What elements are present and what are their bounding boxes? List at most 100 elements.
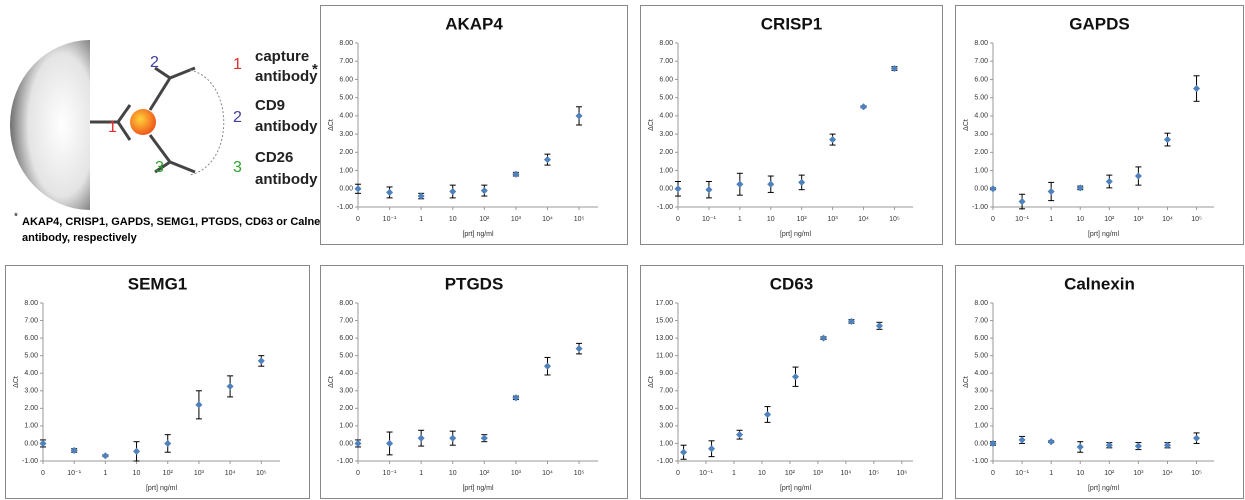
point [480, 434, 488, 442]
y-tick-label: 15.00 [655, 317, 673, 324]
y-tick-label: 7.00 [974, 317, 988, 324]
antibody-number: 2 [150, 54, 159, 71]
y-axis-label: ΔCt [648, 119, 655, 131]
x-tick-label: 10⁵ [574, 470, 585, 477]
y-tick-label: 4.00 [24, 370, 38, 377]
x-tick-label: 0 [356, 470, 360, 477]
y-tick-label: 3.00 [659, 131, 673, 138]
legend-number: 3 [233, 159, 242, 176]
y-axis-label: ΔCt [328, 119, 335, 131]
x-tick-label: 10³ [1133, 216, 1144, 223]
point [543, 156, 552, 164]
x-tick-label: 10⁻¹ [702, 216, 716, 223]
y-tick-label: 6.00 [339, 76, 353, 83]
chart-panel: CRISP1 -1.00 0.00 1.00 2.00 3.00 4.00 5.00 6.00 7… [640, 5, 943, 245]
x-tick-label: 10⁴ [840, 470, 851, 477]
x-axis-label: [prt] ng/ml [462, 231, 494, 238]
y-tick-label: 5.00 [659, 405, 673, 412]
x-tick-label: 1 [732, 470, 736, 477]
point [1018, 197, 1026, 206]
point [417, 434, 425, 442]
panel-frame [640, 5, 943, 245]
y-axis-label: ΔCt [648, 376, 655, 388]
chart-panel: AKAP4 -1.00 0.00 1.00 2.00 3.00 4.00 5.00 6.00 7.… [320, 5, 628, 245]
y-tick-label: 13.00 [655, 335, 673, 342]
y-tick-label: 8.00 [24, 300, 38, 307]
y-tick-label: -1.00 [337, 458, 353, 465]
y-axis-label: ΔCt [963, 119, 970, 131]
point [989, 185, 997, 193]
point [736, 431, 744, 439]
y-tick-label: 1.00 [659, 440, 673, 447]
point [890, 64, 898, 73]
chart-title: SEMG1 [128, 274, 188, 293]
x-tick-label: 0 [356, 216, 360, 223]
legend-text: CD9 [255, 97, 285, 114]
x-tick-label: 10² [785, 470, 796, 477]
diagram: 1 2 3 1 capture antibody * 2 CD9 antibod… [10, 40, 336, 244]
x-tick-label: 10⁵ [868, 470, 879, 477]
x-tick-label: 10⁴ [1162, 216, 1173, 223]
point [354, 185, 362, 193]
x-tick-label: 10⁻¹ [1015, 216, 1029, 223]
y-tick-label: 3.00 [974, 388, 988, 395]
point [575, 112, 583, 120]
y-tick-label: 1.00 [339, 167, 353, 174]
y-tick-label: 4.00 [339, 113, 353, 120]
x-tick-label: 10⁴ [225, 470, 236, 477]
y-tick-label: 0.00 [339, 186, 353, 193]
y-tick-label: 0.00 [974, 186, 988, 193]
y-tick-label: 8.00 [974, 300, 988, 307]
point [386, 439, 394, 447]
x-tick-label: 10² [1104, 470, 1115, 477]
y-tick-label: 5.00 [339, 95, 353, 102]
legend-text: antibody [255, 171, 318, 188]
legend-text: CD26 [255, 149, 293, 166]
y-tick-label: 5.00 [659, 95, 673, 102]
x-tick-label: 10 [133, 470, 141, 477]
asterisk: * [312, 61, 318, 78]
y-tick-label: 7.00 [339, 58, 353, 65]
x-axis-label: [prt] ng/ml [146, 485, 178, 492]
point [674, 185, 682, 193]
y-tick-label: 17.00 [655, 300, 673, 307]
x-tick-label: 10⁴ [858, 216, 869, 223]
y-tick-label: 0.00 [659, 186, 673, 193]
antibody-number: 3 [155, 159, 164, 176]
y-tick-label: 8.00 [974, 40, 988, 47]
y-tick-label: -1.00 [972, 204, 988, 211]
y-tick-label: 3.00 [339, 388, 353, 395]
point [543, 362, 552, 370]
y-tick-label: 7.00 [659, 58, 673, 65]
chart-panel: Calnexin -1.00 0.00 1.00 2.00 3.00 4.00 5.00 6.0… [955, 265, 1244, 499]
x-tick-label: 10 [449, 470, 457, 477]
y-tick-label: 2.00 [659, 149, 673, 156]
y-tick-label: 8.00 [339, 40, 353, 47]
x-tick-label: 10⁴ [1162, 470, 1173, 477]
panel-frame [5, 265, 310, 499]
x-tick-label: 10² [1104, 216, 1115, 223]
legend-text: antibody [255, 68, 318, 85]
y-tick-label: 7.00 [24, 317, 38, 324]
point [70, 446, 78, 455]
y-tick-label: 1.00 [339, 423, 353, 430]
footnote: antibody, respectively [22, 232, 138, 244]
point [1018, 436, 1026, 444]
footnote: AKAP4, CRISP1, GAPDS, SEMG1, PTGDS, CD63… [22, 216, 336, 228]
y-tick-label: 5.00 [974, 95, 988, 102]
y-tick-label: 4.00 [339, 370, 353, 377]
y-tick-label: -1.00 [657, 458, 673, 465]
x-tick-label: 10³ [194, 470, 205, 477]
point [989, 439, 997, 447]
point [480, 187, 488, 195]
point [575, 345, 583, 353]
point [705, 186, 713, 194]
x-tick-label: 0 [676, 470, 680, 477]
y-tick-label: 3.00 [659, 423, 673, 430]
x-tick-label: 10⁻¹ [1015, 470, 1029, 477]
legend-text: antibody [255, 118, 318, 135]
x-axis-label: [prt] ng/ml [462, 485, 494, 492]
y-axis-label: ΔCt [13, 376, 20, 388]
point [39, 439, 47, 447]
